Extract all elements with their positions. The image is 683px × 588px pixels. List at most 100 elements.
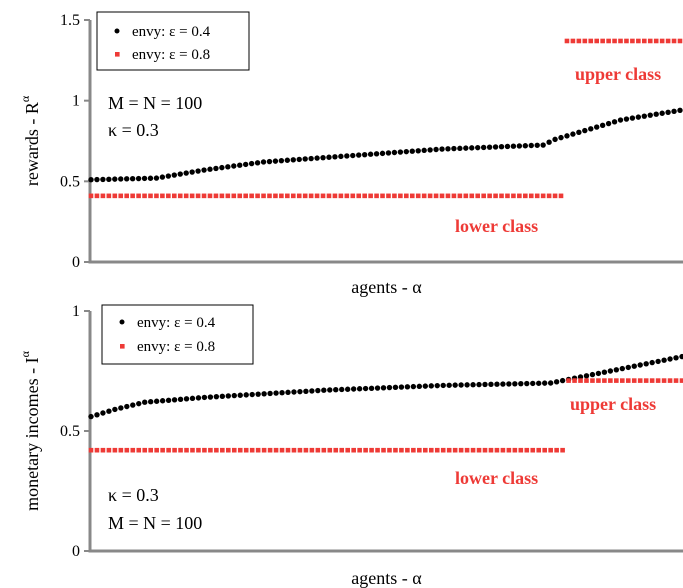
data-point-eps04 (434, 382, 440, 389)
data-point-eps04 (123, 176, 130, 182)
data-point-eps08 (417, 447, 422, 453)
rewards-panel: 0 0.5 1 1.5 rewards - Rα agents - α envy: ε = … (18, 11, 683, 297)
data-point-eps08 (225, 193, 231, 199)
parameter-annotation: κ = 0.3 (108, 120, 159, 140)
data-point-eps04 (404, 384, 411, 390)
data-point-eps04 (470, 382, 476, 388)
data-point-eps08 (386, 193, 391, 199)
legend-box (96, 11, 250, 71)
data-point-eps04 (142, 399, 148, 405)
data-point-eps08 (421, 193, 427, 199)
data-point-eps08 (661, 378, 667, 383)
data-point-eps04 (653, 111, 659, 117)
data-point-eps08 (488, 447, 494, 453)
data-point-eps04 (559, 377, 566, 384)
data-point-eps04 (510, 143, 517, 149)
data-point-eps08 (290, 193, 296, 199)
data-point-eps04 (361, 151, 368, 158)
data-point-eps08 (356, 193, 362, 199)
data-point-eps08 (237, 193, 243, 199)
data-point-eps04 (279, 390, 285, 396)
data-point-eps08 (154, 193, 159, 199)
data-point-eps08 (643, 378, 649, 383)
data-point-eps08 (160, 193, 165, 199)
data-point-eps04 (165, 397, 172, 403)
data-point-eps08 (148, 447, 153, 453)
data-point-eps04 (195, 168, 201, 174)
data-point-eps04 (421, 147, 427, 154)
data-point-eps08 (333, 447, 339, 453)
data-point-eps04 (631, 363, 637, 369)
data-point-eps04 (339, 386, 345, 393)
data-point-eps04 (547, 380, 554, 386)
data-point-eps04 (428, 383, 434, 389)
data-point-eps08 (142, 193, 147, 199)
data-point-eps08 (584, 378, 589, 383)
data-point-eps04 (278, 157, 285, 164)
data-point-eps04 (546, 139, 552, 145)
data-point-eps04 (219, 164, 225, 171)
data-point-eps08 (614, 378, 619, 383)
data-point-eps04 (415, 148, 421, 154)
data-point-eps08 (190, 447, 195, 453)
y-axis-label-superscript: α (18, 95, 32, 102)
data-point-eps04 (433, 146, 439, 153)
data-point-eps04 (171, 397, 178, 403)
data-point-eps08 (273, 447, 279, 453)
data-point-eps08 (596, 378, 601, 383)
data-point-eps08 (350, 193, 356, 199)
data-point-eps04 (94, 412, 100, 418)
data-point-eps04 (625, 364, 631, 371)
data-point-eps08 (655, 378, 661, 383)
data-point-eps08 (142, 447, 148, 453)
data-point-eps08 (667, 378, 673, 383)
y-axis-label: rewards - Rα (18, 95, 42, 186)
data-point-eps04 (643, 361, 649, 367)
data-point-eps04 (231, 163, 237, 169)
data-point-eps04 (506, 381, 512, 387)
data-point-eps08 (636, 38, 641, 44)
data-point-eps08 (600, 38, 605, 44)
y-tick-label: 1 (72, 303, 80, 320)
data-point-eps04 (333, 387, 339, 393)
data-point-eps08 (279, 447, 285, 453)
data-point-eps04 (261, 391, 267, 397)
data-point-eps08 (649, 378, 655, 383)
data-point-eps04 (327, 387, 333, 393)
data-point-eps08 (475, 193, 481, 199)
data-point-eps04 (124, 403, 130, 410)
data-point-eps08 (673, 378, 679, 383)
incomes-panel: 0 0.5 1 monetary incomes - Iα agents - α envy… (18, 303, 683, 588)
legend-marker-eps08 (115, 52, 120, 57)
data-point-eps08 (665, 38, 671, 44)
data-point-eps08 (166, 193, 171, 199)
data-point-eps04 (599, 122, 606, 129)
data-point-eps08 (273, 193, 278, 199)
data-point-eps08 (112, 193, 118, 199)
data-point-eps08 (130, 447, 136, 453)
data-point-eps04 (267, 390, 273, 397)
data-point-eps04 (321, 387, 327, 393)
data-point-eps08 (363, 447, 368, 453)
data-point-eps08 (405, 447, 410, 453)
data-point-eps08 (452, 447, 458, 453)
data-point-eps08 (196, 447, 201, 453)
data-point-eps08 (207, 193, 213, 199)
data-point-eps08 (624, 38, 629, 44)
data-point-eps04 (665, 109, 671, 115)
data-point-eps04 (518, 380, 524, 387)
data-point-eps04 (416, 383, 423, 390)
data-point-eps04 (679, 353, 683, 360)
data-point-eps04 (601, 369, 608, 375)
data-point-eps08 (160, 447, 165, 453)
data-point-eps04 (254, 160, 261, 166)
data-point-eps04 (576, 129, 582, 136)
data-point-eps04 (291, 389, 297, 395)
data-point-eps04 (464, 382, 470, 388)
data-point-eps08 (630, 38, 635, 44)
data-point-eps04 (255, 391, 261, 397)
data-point-eps08 (189, 193, 195, 199)
data-point-eps08 (399, 447, 404, 453)
data-point-eps04 (207, 166, 213, 172)
